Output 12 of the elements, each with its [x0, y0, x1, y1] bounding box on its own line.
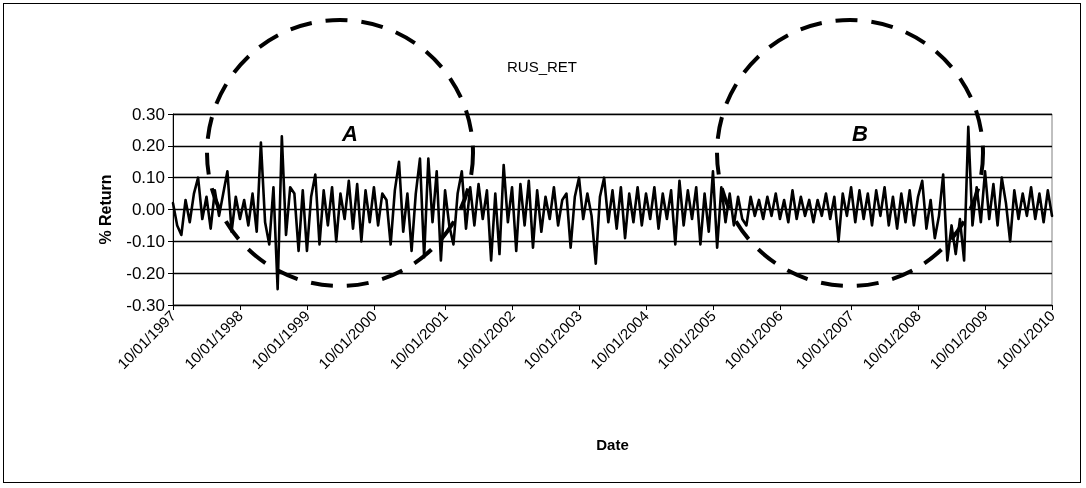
- y-tick-label: 0.20: [131, 136, 165, 156]
- x-axis-title: Date: [596, 436, 629, 453]
- y-tick-label: -0.10: [126, 231, 165, 251]
- y-tick-label: -0.30: [126, 295, 165, 315]
- y-tick-label: 0.00: [131, 200, 165, 219]
- y-tick-label: 0.10: [131, 168, 165, 188]
- annotation: B: [852, 121, 869, 146]
- annotation: A: [341, 121, 358, 146]
- y-tick-label: 0.30: [131, 104, 165, 124]
- y-tick-label: -0.20: [126, 263, 165, 283]
- chart-title: RUS_RET: [506, 58, 578, 75]
- y-axis-title: % Return: [96, 174, 114, 245]
